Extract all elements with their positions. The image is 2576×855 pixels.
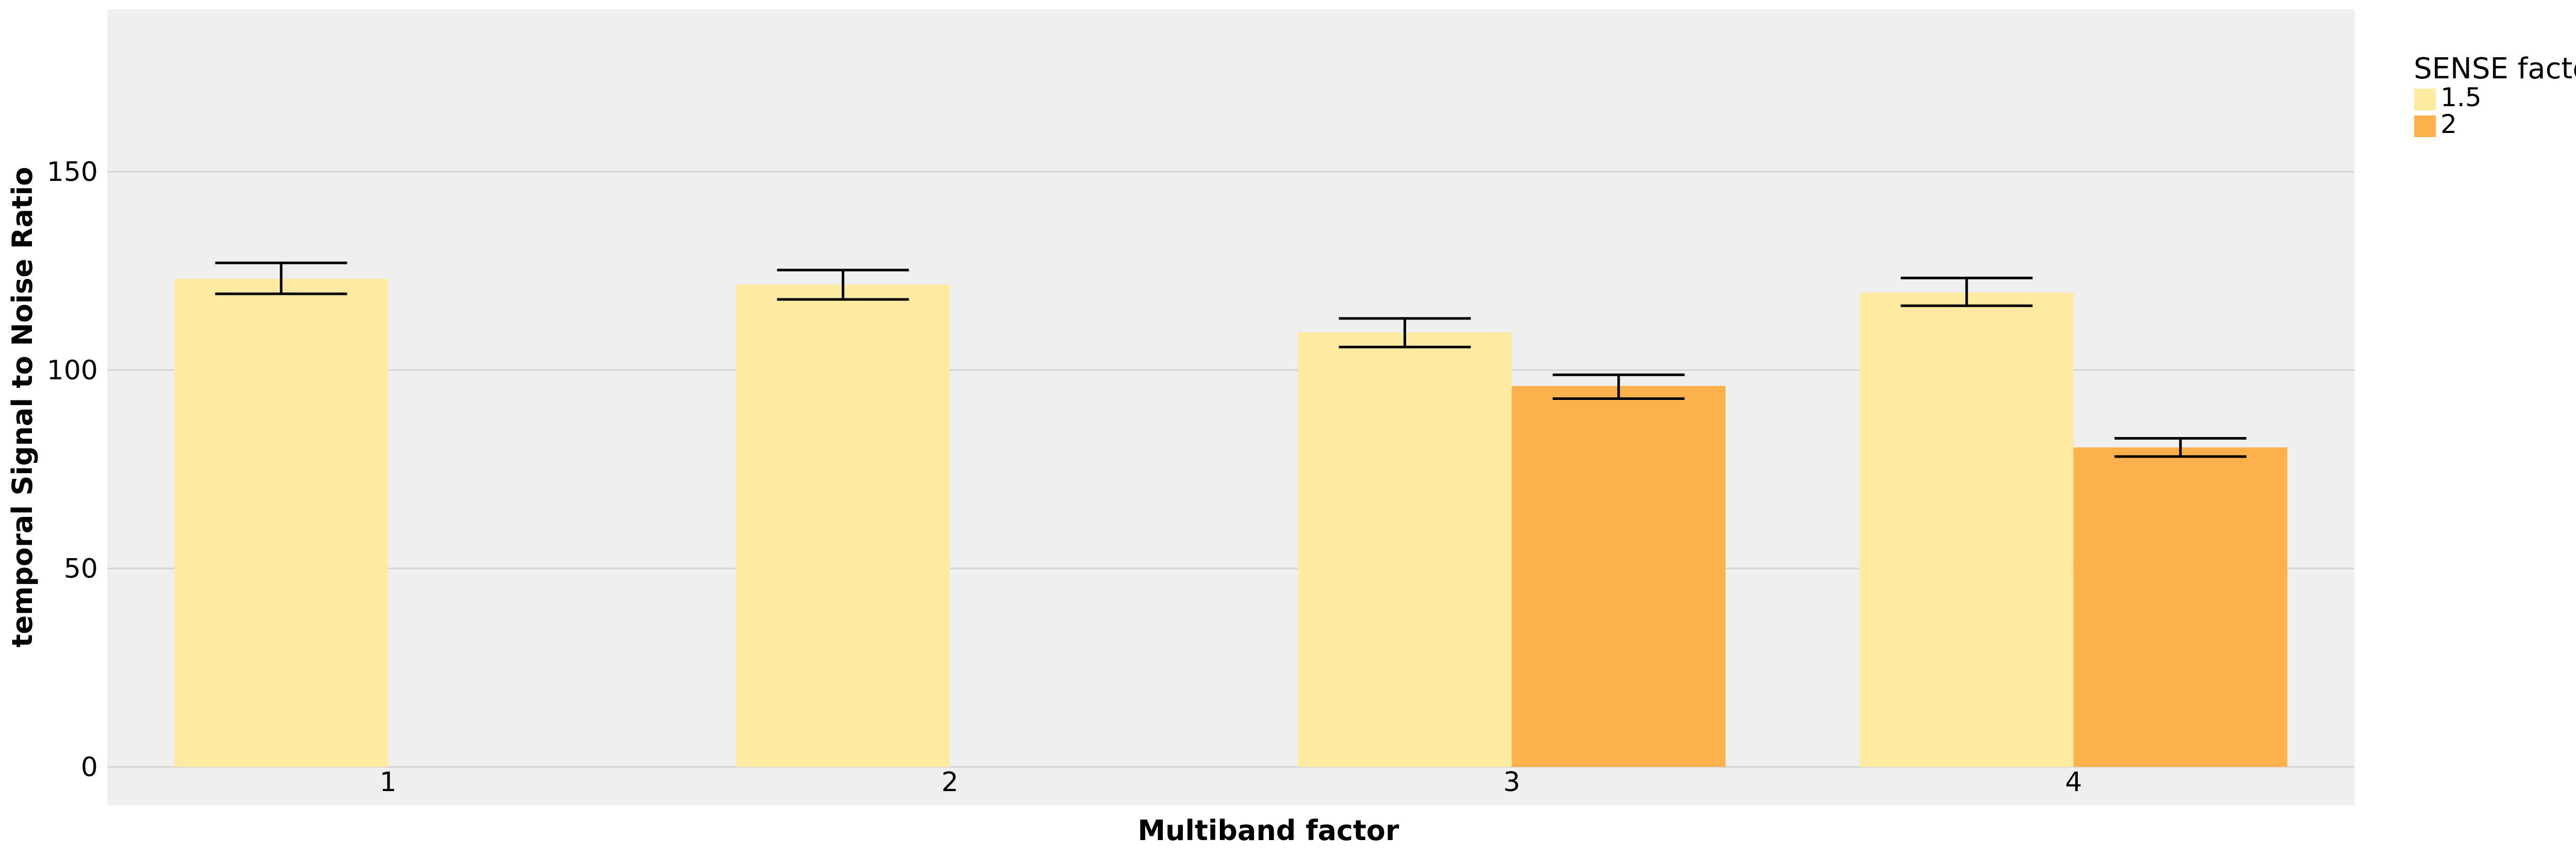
x-tick-label: 4 [2065,767,2082,798]
legend-label: 2 [2441,109,2457,139]
bar [736,284,950,767]
x-tick-label: 1 [380,767,397,798]
bar [2073,447,2287,767]
x-tick-label: 3 [1503,767,1520,798]
bar [1512,385,1726,767]
x-tick-label: 2 [941,767,958,798]
legend-title: SENSE factor [2414,52,2576,86]
y-tick-label: 0 [81,752,98,783]
legend-swatch [2414,89,2436,110]
bar [174,278,388,767]
bars [174,278,2287,767]
y-tick-label: 100 [47,355,98,386]
y-tick-label: 50 [64,554,98,584]
legend-label: 1.5 [2441,82,2482,112]
y-tick-labels: 0 50 100 150 [47,157,98,783]
y-tick-label: 150 [47,157,98,188]
bar [1298,332,1512,767]
bar [1859,292,2074,767]
error-bars [215,261,2247,458]
x-tick-labels: 1 2 3 4 [380,767,2082,798]
legend: SENSE factor 1.52 [2414,52,2576,139]
x-axis-title: Multiband factor [1138,814,1399,847]
y-axis-title: temporal Signal to Noise Ratio [6,167,39,648]
legend-swatch [2414,115,2436,137]
